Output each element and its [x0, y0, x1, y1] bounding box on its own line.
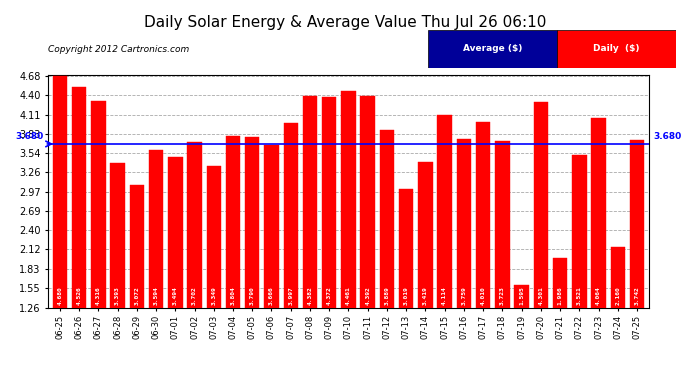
Text: 3.521: 3.521: [577, 287, 582, 306]
Text: 3.594: 3.594: [154, 287, 159, 306]
Text: 3.494: 3.494: [172, 287, 178, 306]
Text: 2.160: 2.160: [615, 287, 620, 306]
Bar: [322, 97, 337, 308]
Bar: [110, 164, 125, 308]
Text: 3.889: 3.889: [384, 287, 389, 306]
Bar: [360, 96, 375, 308]
Bar: [149, 150, 164, 308]
Text: 3.997: 3.997: [288, 287, 293, 306]
Text: 3.419: 3.419: [423, 287, 428, 306]
Bar: [572, 154, 586, 308]
Bar: [495, 141, 510, 308]
Text: 3.680: 3.680: [653, 132, 682, 141]
Text: 4.382: 4.382: [308, 287, 313, 306]
Text: 4.114: 4.114: [442, 287, 447, 306]
Bar: [553, 258, 567, 308]
Bar: [168, 156, 182, 308]
Text: 3.804: 3.804: [230, 287, 235, 306]
Text: 4.372: 4.372: [326, 287, 332, 306]
FancyBboxPatch shape: [428, 30, 557, 68]
Text: Daily Solar Energy & Average Value Thu Jul 26 06:10: Daily Solar Energy & Average Value Thu J…: [144, 15, 546, 30]
Text: 3.702: 3.702: [192, 287, 197, 306]
Text: 4.680: 4.680: [57, 287, 62, 306]
Text: 3.019: 3.019: [404, 287, 408, 306]
Text: 3.759: 3.759: [462, 287, 466, 306]
Bar: [342, 91, 355, 308]
Bar: [533, 102, 548, 308]
Text: Average ($): Average ($): [463, 44, 522, 53]
Text: 3.680: 3.680: [15, 132, 43, 141]
Text: 3.666: 3.666: [269, 287, 274, 306]
Text: 3.790: 3.790: [250, 287, 255, 306]
Text: 1.595: 1.595: [519, 287, 524, 306]
Bar: [245, 136, 259, 308]
Bar: [72, 87, 86, 308]
Bar: [380, 130, 394, 308]
Text: 3.742: 3.742: [635, 287, 640, 306]
Text: Daily  ($): Daily ($): [593, 44, 640, 53]
Text: 3.393: 3.393: [115, 287, 120, 306]
Bar: [91, 101, 106, 308]
Text: 4.461: 4.461: [346, 287, 351, 306]
Bar: [611, 247, 625, 308]
Text: Copyright 2012 Cartronics.com: Copyright 2012 Cartronics.com: [48, 45, 190, 54]
FancyBboxPatch shape: [557, 30, 676, 68]
Bar: [187, 142, 201, 308]
Text: 3.723: 3.723: [500, 287, 505, 306]
Text: 4.316: 4.316: [96, 287, 101, 306]
Bar: [284, 123, 298, 308]
Bar: [437, 115, 452, 308]
Bar: [264, 145, 279, 308]
Bar: [226, 135, 240, 308]
Text: 4.526: 4.526: [77, 287, 81, 306]
Bar: [206, 166, 221, 308]
Text: 1.986: 1.986: [558, 287, 562, 306]
Text: 4.010: 4.010: [481, 287, 486, 306]
Bar: [418, 162, 433, 308]
Bar: [457, 139, 471, 308]
Text: 4.301: 4.301: [538, 287, 543, 306]
Bar: [476, 122, 491, 308]
Text: 3.072: 3.072: [135, 287, 139, 306]
Text: 3.349: 3.349: [211, 287, 216, 306]
Bar: [630, 140, 644, 308]
Bar: [399, 189, 413, 308]
Bar: [52, 76, 67, 308]
Text: 4.392: 4.392: [365, 287, 371, 306]
Bar: [130, 185, 144, 308]
Bar: [591, 118, 606, 308]
Text: 4.064: 4.064: [596, 287, 601, 306]
Bar: [303, 96, 317, 308]
Bar: [515, 285, 529, 308]
